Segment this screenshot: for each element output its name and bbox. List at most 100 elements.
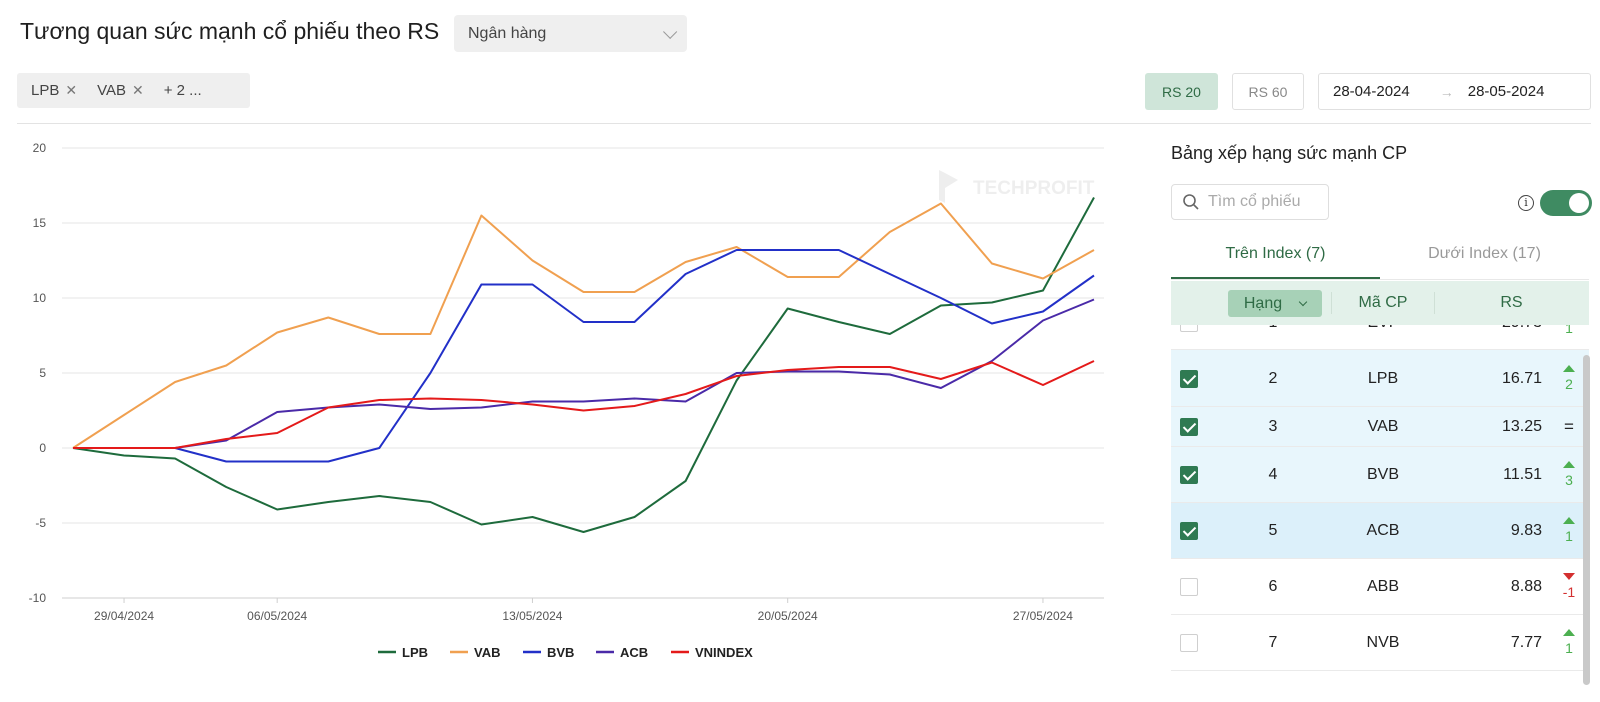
table-row[interactable]: 7 NVB 7.77 1: [1171, 615, 1589, 671]
rank-change: 3: [1554, 461, 1584, 488]
row-checkbox[interactable]: [1180, 578, 1198, 596]
industry-select-value: Ngân hàng: [468, 24, 547, 42]
toggle-switch[interactable]: [1540, 190, 1592, 216]
row-checkbox[interactable]: [1180, 325, 1198, 332]
rs-cell: 29.73: [1434, 325, 1554, 332]
tag-vab: VAB ✕: [97, 82, 144, 99]
row-checkbox[interactable]: [1180, 418, 1198, 436]
logo-icon: [939, 170, 958, 203]
watermark-text: TECHPROFIT: [973, 178, 1095, 199]
rank-cell: 6: [1268, 578, 1278, 595]
table-row[interactable]: 5 ACB 9.83 1: [1171, 503, 1589, 559]
row-checkbox[interactable]: [1180, 522, 1198, 540]
rs-cell: 13.25: [1501, 418, 1542, 435]
tag-label: VAB: [97, 82, 126, 99]
table-row[interactable]: 6 ABB 8.88 -1: [1171, 559, 1589, 615]
x-tick-label: 13/05/2024: [502, 609, 562, 623]
series-line-bvb: [73, 249, 1095, 463]
legend-item-vab[interactable]: VAB: [450, 645, 500, 660]
series-line-acb: [73, 298, 1095, 449]
rank-sort-button[interactable]: Hạng: [1228, 290, 1322, 317]
row-checkbox[interactable]: [1180, 369, 1198, 388]
col-rs-label[interactable]: RS: [1500, 294, 1523, 311]
rs60-button[interactable]: RS 60: [1232, 73, 1304, 110]
x-tick-label: 20/05/2024: [758, 609, 818, 623]
x-tick-label: 27/05/2024: [1013, 609, 1073, 623]
scrollbar[interactable]: [1583, 355, 1590, 685]
rank-change: -1: [1554, 573, 1584, 600]
rs20-button[interactable]: RS 20: [1145, 73, 1218, 110]
rank-change: =: [1554, 417, 1584, 437]
rank-change-value: 1: [1565, 640, 1573, 656]
legend-label: VAB: [474, 645, 500, 660]
y-tick-label: 20: [33, 141, 47, 155]
y-tick-label: -10: [29, 591, 47, 605]
row-checkbox[interactable]: [1180, 466, 1198, 484]
legend-label: BVB: [547, 645, 574, 660]
arrow-up-icon: [1563, 461, 1575, 468]
info-icon[interactable]: i: [1518, 195, 1534, 211]
rs-cell: 8.88: [1510, 578, 1542, 595]
y-tick-label: 15: [33, 216, 47, 230]
date-from[interactable]: 28-04-2024: [1333, 83, 1410, 100]
rank-change-value: 1: [1565, 528, 1573, 544]
rank-cell: 3: [1268, 418, 1278, 435]
tag-lpb: LPB ✕: [31, 82, 77, 99]
ticker-cell: NVB: [1366, 634, 1400, 651]
ticker-cell: VAB: [1367, 418, 1399, 435]
rank-change: 1: [1554, 325, 1584, 336]
close-icon[interactable]: ✕: [132, 82, 144, 98]
rank-cell: 5: [1268, 522, 1278, 539]
page-title: Tương quan sức mạnh cổ phiếu theo RS: [20, 18, 440, 44]
techprofit-watermark: TECHPROFIT: [939, 170, 1095, 203]
tab-below-index[interactable]: Dưới Index (17): [1428, 245, 1541, 262]
legend-item-bvb[interactable]: BVB: [523, 645, 574, 660]
date-to[interactable]: 28-05-2024: [1467, 83, 1545, 100]
arrow-right-icon: →: [1439, 83, 1454, 100]
x-tick-label: 06/05/2024: [247, 609, 307, 623]
industry-select[interactable]: Ngân hàng: [454, 15, 687, 52]
legend-item-acb[interactable]: ACB: [596, 645, 648, 660]
stock-search[interactable]: [1171, 184, 1329, 220]
rank-change: 1: [1554, 629, 1584, 656]
ticker-cell: ACB: [1366, 522, 1400, 539]
date-range-picker[interactable]: 28-04-2024 → 28-05-2024: [1318, 73, 1591, 110]
table-row[interactable]: 3 VAB 13.25 =: [1171, 407, 1589, 447]
rank-change-value: 2: [1565, 375, 1573, 392]
tab-above-index[interactable]: Trên Index (7): [1171, 230, 1380, 279]
arrow-up-icon: [1563, 364, 1575, 372]
arrow-up-icon: [1563, 629, 1575, 636]
x-tick-label: 29/04/2024: [94, 609, 154, 623]
header-separator: [1434, 292, 1435, 314]
table-row[interactable]: 2 LPB 16.71 2: [1171, 350, 1589, 407]
series-line-vab: [72, 202, 1095, 449]
col-ticker-label[interactable]: Mã CP: [1358, 294, 1408, 311]
rank-change: 1: [1554, 517, 1584, 544]
rank-cell: 7: [1268, 634, 1278, 651]
rank-change-value: 1: [1565, 325, 1573, 336]
rs-cell: 11.51: [1503, 466, 1542, 483]
search-input[interactable]: [1208, 193, 1323, 211]
tag-label: LPB: [31, 82, 60, 99]
table-row[interactable]: 4 BVB 11.51 3: [1171, 447, 1589, 503]
ticker-cell: LPB: [1367, 369, 1399, 387]
ticker-tag-input[interactable]: LPB ✕ VAB ✕ + 2 ...: [17, 73, 250, 108]
legend-item-vnindex[interactable]: VNINDEX: [671, 645, 753, 660]
tag-more[interactable]: + 2 ...: [163, 82, 202, 99]
legend-label: VNINDEX: [695, 645, 753, 660]
legend-item-lpb[interactable]: LPB: [378, 645, 428, 660]
close-icon[interactable]: ✕: [65, 82, 78, 98]
legend-label: ACB: [620, 645, 648, 660]
arrow-up-icon: [1563, 517, 1575, 524]
table-row[interactable]: 1 EVF29.73 1: [1171, 325, 1589, 350]
rank-cell: 2: [1268, 369, 1278, 387]
row-checkbox[interactable]: [1180, 634, 1198, 652]
chevron-down-icon: [1298, 297, 1308, 306]
arrow-down-icon: [1563, 573, 1575, 580]
header-divider: [17, 123, 1591, 124]
rs-cell: 9.83: [1510, 522, 1542, 539]
rs-line-chart: TECHPROFIT 20 15 10 5 0 -5 -10 29/04/2024 06/05/2…: [29, 141, 1104, 660]
index-tabs: Trên Index (7) Dưới Index (17): [1171, 230, 1589, 280]
y-tick-label: 10: [33, 291, 47, 305]
ranking-table-header: Hạng Mã CP RS: [1171, 281, 1589, 325]
